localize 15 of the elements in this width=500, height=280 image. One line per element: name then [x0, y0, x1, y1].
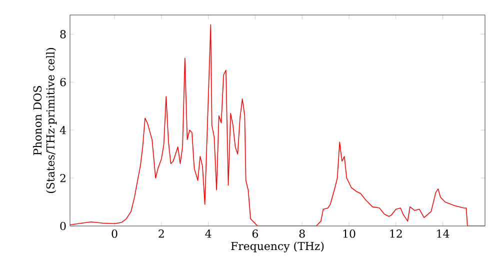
x-tick-label: 0	[112, 230, 118, 238]
y-tick-label: 4	[60, 126, 66, 134]
y-tick-label: 8	[60, 30, 66, 38]
x-tick-label: 6	[252, 230, 258, 238]
x-axis-title: Frequency (THz)	[231, 242, 324, 252]
y-axis-title: Phonon DOS (States/THz·primitive cell)	[33, 48, 57, 193]
x-tick-label: 12	[390, 230, 402, 238]
x-tick-label: 2	[158, 230, 164, 238]
y-tick-label: 6	[60, 78, 66, 86]
x-tick-label: 10	[343, 230, 356, 238]
x-tick-label: 8	[299, 230, 305, 238]
y-tick-label: 2	[60, 174, 66, 182]
x-tick-label: 4	[205, 230, 212, 238]
x-tick-label: 14	[437, 230, 450, 238]
y-tick-label: 0	[60, 222, 66, 230]
